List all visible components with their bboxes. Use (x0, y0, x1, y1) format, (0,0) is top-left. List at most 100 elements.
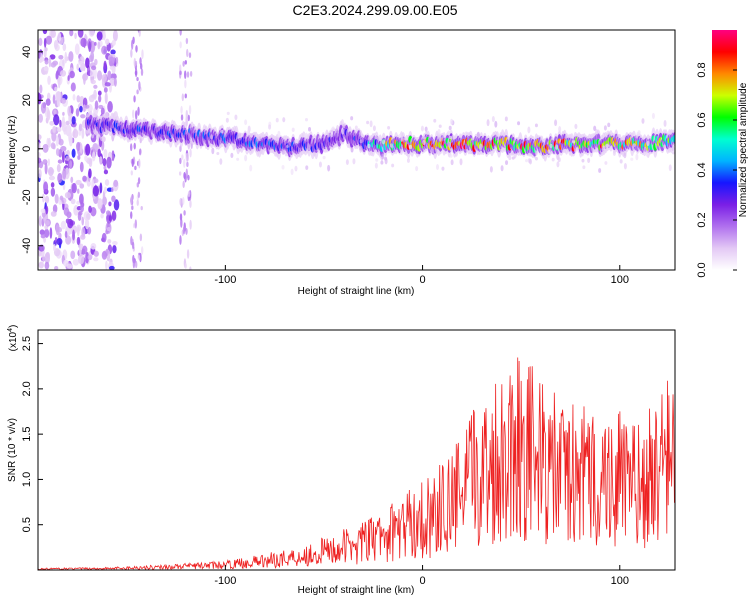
spectrogram-cell (327, 164, 331, 172)
spectrogram-cell (65, 120, 70, 126)
spectrogram-cell (40, 102, 47, 114)
spectrogram-cell (54, 193, 59, 204)
spectrogram-cell (104, 179, 110, 186)
spectrogram-cell (459, 133, 463, 137)
spectrogram-cell (81, 128, 85, 139)
spectrogram-cell (48, 175, 55, 181)
spectrogram-cell (238, 132, 242, 138)
spectrogram-cell (53, 40, 58, 50)
spectrogram-cell (517, 121, 521, 126)
spectrogram-cell (511, 156, 515, 160)
spectrogram-cell (290, 168, 294, 176)
spectrogram-cell (130, 170, 133, 176)
spectrogram-cell (528, 158, 532, 165)
spectrogram-cell (110, 186, 114, 193)
spectrogram-ytick-label: 20 (21, 94, 33, 106)
spectrogram-cell (61, 121, 67, 132)
spectrogram-cell (534, 156, 538, 161)
spectrogram-cell (130, 211, 133, 220)
spectrogram-cell (51, 131, 57, 142)
spectrogram-cell (330, 131, 334, 138)
spectrogram-cell (366, 120, 370, 125)
spectrogram-cell (102, 157, 107, 167)
spectrogram-cell (103, 165, 107, 171)
spectrogram-cell (70, 250, 76, 260)
spectrogram-cell (103, 148, 108, 159)
spectrogram-cell (606, 130, 610, 135)
spectrogram-cell (82, 175, 87, 182)
spectrogram-cell (249, 164, 253, 172)
spectrogram-cell (48, 137, 51, 148)
spectrogram-cell (44, 59, 49, 65)
spectrogram-cell (39, 229, 45, 236)
colorbar-tick-label: 0.8 (696, 62, 708, 77)
spectrogram-cell (72, 229, 75, 241)
snr-frame (37, 329, 676, 571)
spectrogram-cell (54, 265, 59, 270)
spectrogram-cell (186, 71, 190, 78)
spectrogram-cell (112, 245, 117, 254)
spectrogram-cell (54, 86, 58, 92)
spectrogram-cell (225, 117, 229, 123)
spectrogram-cell (103, 186, 108, 194)
spectrogram-cell (47, 166, 54, 177)
spectrogram-cell (623, 152, 627, 159)
spectrogram-cell (607, 122, 611, 128)
spectrogram-cell (450, 159, 454, 166)
spectrogram-cell (70, 82, 76, 92)
spectrogram-cell (78, 244, 82, 256)
spectrogram-cell (79, 193, 84, 205)
spectrogram-cell (85, 143, 91, 156)
spectrogram-cell (138, 81, 141, 91)
spectrogram-cell (367, 143, 371, 149)
spectrogram-cell (508, 155, 512, 161)
spectrogram-cell (40, 234, 46, 239)
spectrogram-cell (86, 180, 91, 187)
spectrogram-cell (42, 143, 49, 153)
spectrogram-cell (111, 210, 117, 221)
spectrogram-cell (100, 213, 104, 219)
spectrogram-cell (494, 120, 498, 128)
spectrogram-cell (135, 110, 138, 120)
spectrogram-cell (184, 79, 187, 89)
spectrogram-cell (593, 125, 597, 132)
spectrogram-cell (67, 75, 70, 82)
spectrogram-cell (72, 94, 76, 101)
spectrogram-cell (56, 238, 63, 246)
spectrogram-cell (258, 136, 262, 142)
spectrogram-cell (130, 196, 133, 206)
spectrogram-cell (350, 116, 354, 121)
spectrogram-cell (52, 60, 59, 66)
snr-ytick-label: 1.5 (21, 427, 33, 442)
spectrogram-cell (38, 134, 42, 141)
spectrogram-cell (77, 155, 81, 160)
spectrogram-cell (189, 199, 192, 208)
spectrogram-cell (505, 160, 509, 165)
spectrogram-cell (183, 158, 186, 168)
spectrogram-cell (113, 77, 117, 87)
spectrogram-cell (180, 217, 183, 228)
snr-xtick-label: -100 (214, 575, 236, 587)
spectrogram-cell (136, 77, 139, 82)
spectrogram-cell (469, 151, 473, 155)
spectrogram-cell (61, 36, 65, 45)
spectrogram-cell (139, 252, 142, 263)
spectrogram-cell (189, 219, 192, 230)
spectrogram-cell (39, 84, 43, 94)
spectrogram-cell (43, 66, 49, 72)
spectrogram-cell (84, 155, 88, 162)
spectrogram-cell (133, 95, 136, 103)
spectrogram-cell (63, 259, 69, 267)
spectrogram-cell (354, 125, 358, 131)
spectrogram-cell (137, 106, 140, 116)
spectrogram-cell (137, 177, 141, 185)
spectrogram-cell (38, 169, 42, 179)
spectrogram-cell (181, 154, 184, 160)
spectrogram-cell (47, 158, 51, 167)
spectrogram-cell (55, 72, 59, 80)
spectrogram-cell (65, 155, 70, 162)
spectrogram-cell (305, 165, 309, 170)
spectrogram-cell (79, 161, 84, 173)
spectrogram-cell (93, 89, 97, 100)
spectrogram-cell (181, 93, 185, 102)
